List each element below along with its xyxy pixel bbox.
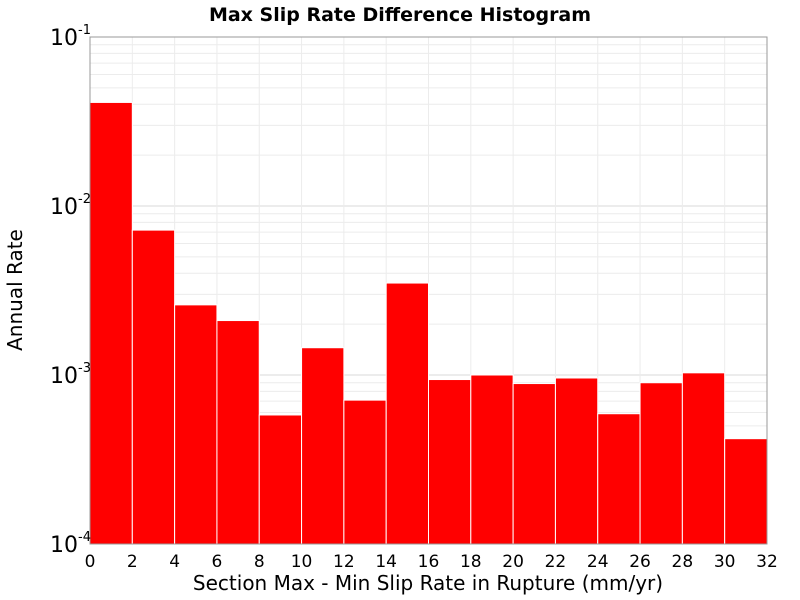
x-tick-label: 12 [333,552,355,572]
y-tick-label: 10-3 [50,361,91,389]
y-tick-label: 10-4 [50,530,91,558]
x-tick-label: 20 [502,552,524,572]
x-axis-ticks: 0 2 4 6 8 10 12 14 16 18 20 22 24 26 28 30 32 [85,552,778,572]
x-tick-label: 0 [85,552,96,572]
x-tick-label: 2 [127,552,138,572]
histogram-bar [301,347,345,545]
x-tick-label: 30 [714,552,736,572]
histogram-bar [428,379,472,545]
histogram-bar [131,229,176,545]
x-tick-label: 16 [418,552,440,572]
x-tick-label: 32 [756,552,778,572]
histogram-bar [554,377,599,545]
y-tick-label: 10-1 [50,23,91,51]
histogram-bar [597,413,641,545]
x-tick-label: 28 [672,552,694,572]
histogram-bar [724,438,768,545]
histogram-bar [385,282,429,545]
histogram-bar [470,374,514,545]
x-tick-label: 8 [254,552,265,572]
histogram-bar [89,101,133,545]
y-axis-ticks: 10-4 10-3 10-2 10-1 [50,23,91,558]
histogram-bar [216,320,260,545]
x-axis-label: Section Max - Min Slip Rate in Rupture (… [193,571,663,595]
histogram-bar [639,382,683,545]
histogram-bar [343,399,387,545]
x-tick-label: 10 [291,552,313,572]
histogram-bar [681,372,726,545]
histogram-bar [512,383,556,545]
x-tick-label: 24 [587,552,609,572]
y-tick-label: 10-2 [50,192,91,220]
x-tick-label: 4 [169,552,180,572]
bars [89,101,768,545]
x-tick-label: 6 [212,552,223,572]
x-tick-label: 14 [375,552,397,572]
x-tick-label: 22 [545,552,567,572]
histogram-bar [258,414,303,545]
histogram-bar [174,304,218,545]
x-tick-label: 18 [460,552,482,572]
y-axis-label: Annual Rate [3,229,27,351]
x-tick-label: 26 [629,552,651,572]
chart-title: Max Slip Rate Difference Histogram [209,4,591,26]
plot-area [89,36,768,545]
